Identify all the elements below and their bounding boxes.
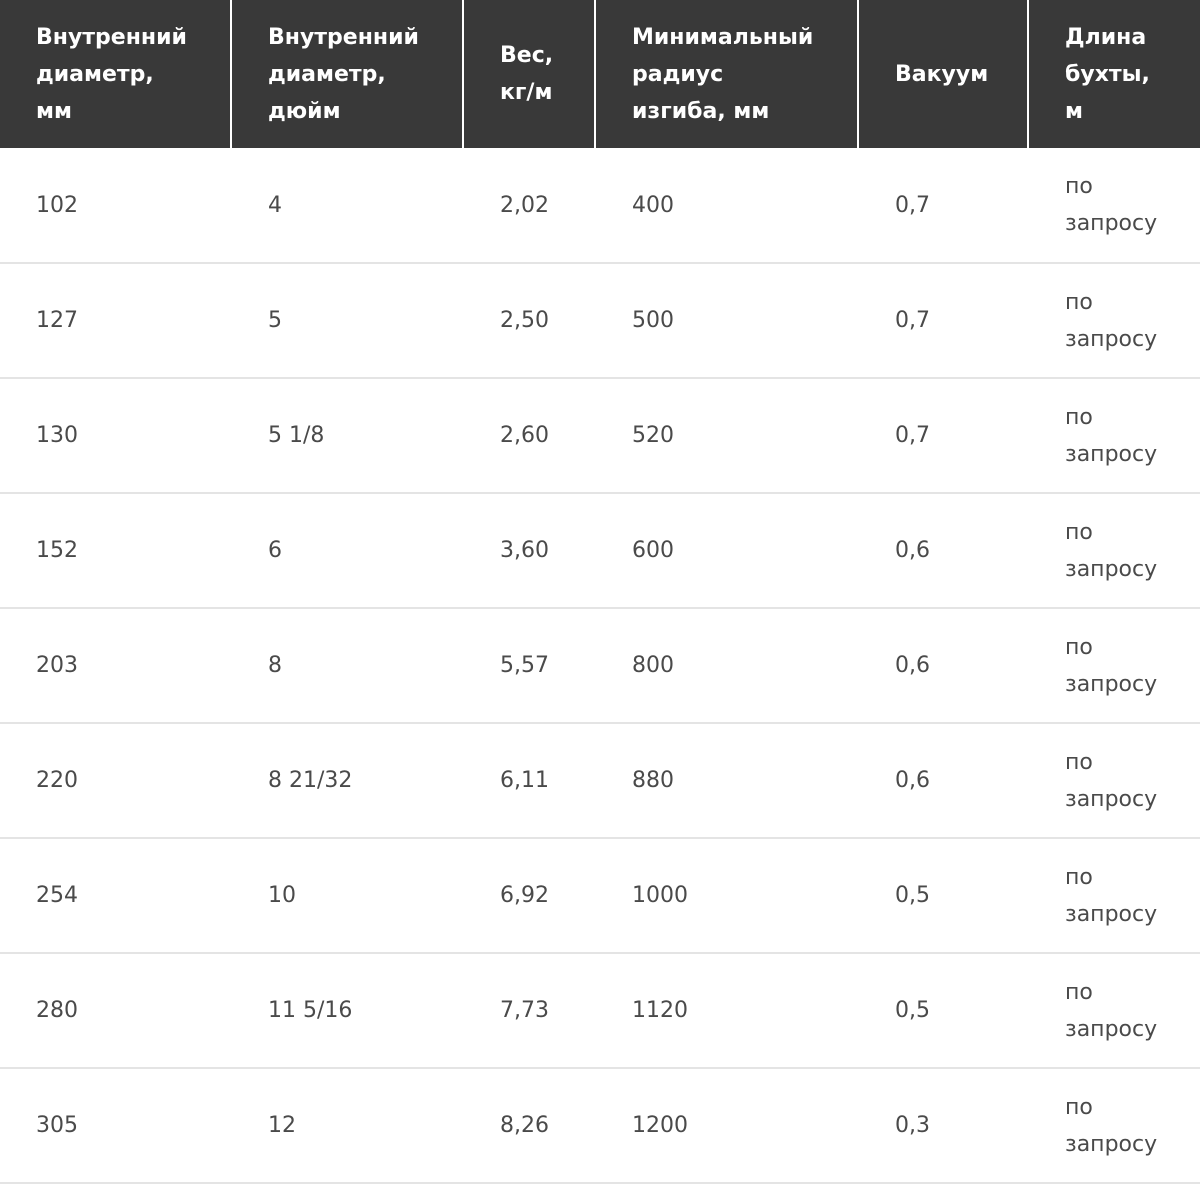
table-row: 305 12 8,26 1200 0,3 по запросу <box>0 1068 1200 1184</box>
header-cell: Внутренний диаметр, дюйм <box>231 0 464 148</box>
table-header: Внутренний диаметр, мм Внутренний диаметр… <box>0 0 1200 148</box>
table-row: 152 6 3,60 600 0,6 по запросу <box>0 493 1200 609</box>
table-row: 127 5 2,50 500 0,7 по запросу <box>0 263 1200 379</box>
table-cell: 880 <box>595 723 859 839</box>
table-cell: 254 <box>0 838 232 954</box>
table-cell: 6,92 <box>463 838 596 954</box>
table-cell: по запросу <box>1028 493 1200 609</box>
table-row: 254 10 6,92 1000 0,5 по запросу <box>0 838 1200 954</box>
table-cell: 0,6 <box>858 608 1029 724</box>
table-cell: по запросу <box>1028 148 1200 264</box>
table-row: 102 4 2,02 400 0,7 по запросу <box>0 148 1200 264</box>
table-cell: по запросу <box>1028 723 1200 839</box>
table-cell: 5,57 <box>463 608 596 724</box>
header-cell: Длина бухты, м <box>1028 0 1200 148</box>
table-cell: 1200 <box>595 1068 859 1184</box>
table-cell: 1000 <box>595 838 859 954</box>
header-cell: Минимальный радиус изгиба, мм <box>595 0 859 148</box>
table-cell: 280 <box>0 953 232 1069</box>
table-cell: 4 <box>231 148 464 264</box>
table-cell: 2,02 <box>463 148 596 264</box>
table-cell: 800 <box>595 608 859 724</box>
table-cell: 0,7 <box>858 148 1029 264</box>
table-cell: 203 <box>0 608 232 724</box>
table-cell: 130 <box>0 378 232 494</box>
table-cell: 2,50 <box>463 263 596 379</box>
table-cell: 7,73 <box>463 953 596 1069</box>
table-row: 203 8 5,57 800 0,6 по запросу <box>0 608 1200 724</box>
table-cell: 10 <box>231 838 464 954</box>
table-cell: 0,3 <box>858 1068 1029 1184</box>
table-cell: 305 <box>0 1068 232 1184</box>
table-cell: 127 <box>0 263 232 379</box>
table-cell: по запросу <box>1028 608 1200 724</box>
table-cell: 500 <box>595 263 859 379</box>
table-cell: 520 <box>595 378 859 494</box>
table-cell: 0,5 <box>858 838 1029 954</box>
table-cell: 102 <box>0 148 232 264</box>
table-cell: по запросу <box>1028 263 1200 379</box>
table-cell: 3,60 <box>463 493 596 609</box>
table-cell: по запросу <box>1028 838 1200 954</box>
table-cell: 0,6 <box>858 493 1029 609</box>
table-cell: 0,5 <box>858 953 1029 1069</box>
table-body: 102 4 2,02 400 0,7 по запросу 127 5 2,50 500 0,7 по… <box>0 148 1200 1184</box>
table-cell: 6 <box>231 493 464 609</box>
table-cell: 220 <box>0 723 232 839</box>
table-cell: по запросу <box>1028 953 1200 1069</box>
table-row: 130 5 1/8 2,60 520 0,7 по запросу <box>0 378 1200 494</box>
table-cell: 1120 <box>595 953 859 1069</box>
table-cell: 5 <box>231 263 464 379</box>
table-cell: 8 <box>231 608 464 724</box>
table-cell: 8 21/32 <box>231 723 464 839</box>
table-cell: 152 <box>0 493 232 609</box>
header-cell: Внутренний диаметр, мм <box>0 0 232 148</box>
table-row: 280 11 5/16 7,73 1120 0,5 по запросу <box>0 953 1200 1069</box>
table-cell: 0,7 <box>858 378 1029 494</box>
table-row: 220 8 21/32 6,11 880 0,6 по запросу <box>0 723 1200 839</box>
table-cell: по запросу <box>1028 378 1200 494</box>
table-cell: 2,60 <box>463 378 596 494</box>
table-cell: 0,6 <box>858 723 1029 839</box>
table-cell: 6,11 <box>463 723 596 839</box>
header-cell: Вес, кг/м <box>463 0 596 148</box>
table-cell: 12 <box>231 1068 464 1184</box>
header-cell: Вакуум <box>858 0 1029 148</box>
header-row: Внутренний диаметр, мм Внутренний диаметр… <box>0 0 1200 148</box>
table-cell: 8,26 <box>463 1068 596 1184</box>
table-cell: 600 <box>595 493 859 609</box>
table-cell: 5 1/8 <box>231 378 464 494</box>
table-cell: 400 <box>595 148 859 264</box>
table-cell: по запросу <box>1028 1068 1200 1184</box>
table-cell: 0,7 <box>858 263 1029 379</box>
table-cell: 11 5/16 <box>231 953 464 1069</box>
